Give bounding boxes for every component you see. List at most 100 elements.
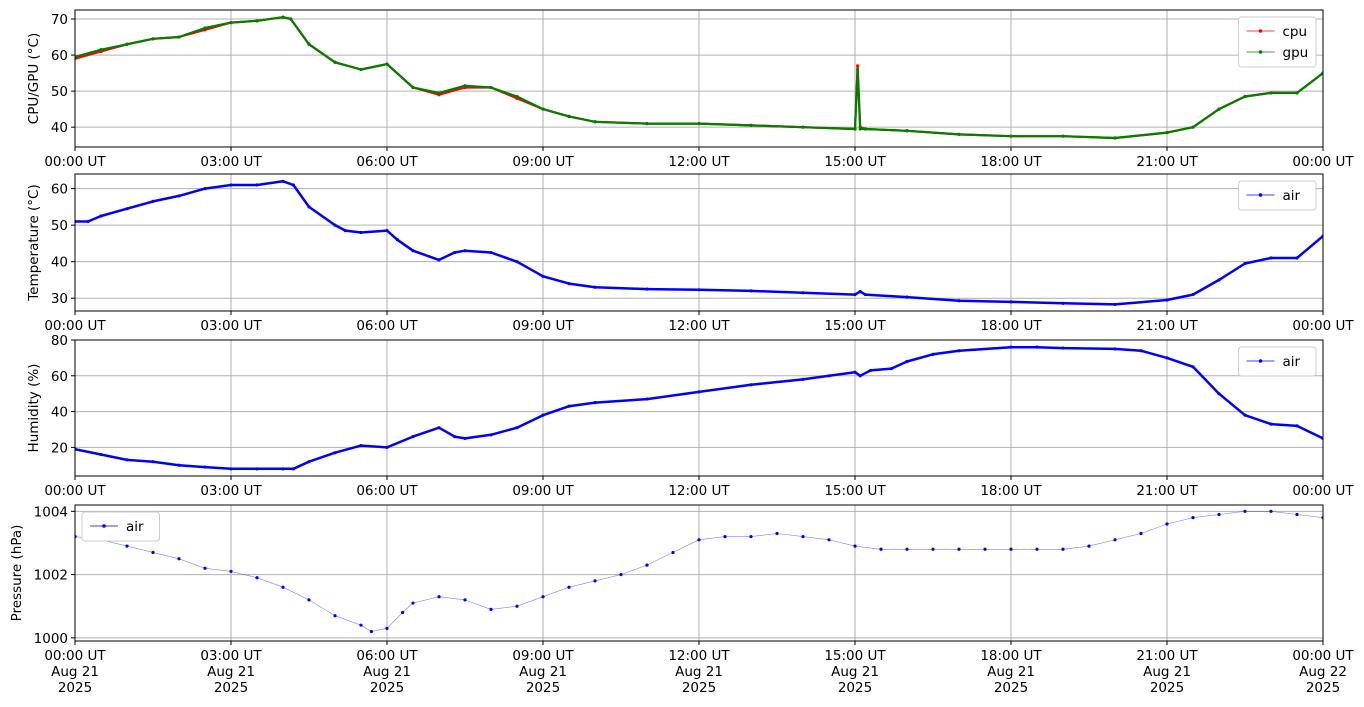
data-point [385,229,389,233]
data-point [1009,547,1013,551]
data-point [307,598,311,602]
data-point [1087,544,1091,548]
x-tick-label: 06:00 UT [356,154,418,170]
legend-frame [1238,346,1317,377]
data-point [1009,345,1013,349]
data-point [385,62,389,66]
data-point [567,282,571,286]
data-point [1269,256,1273,260]
x-tick-label: 18:00 UT [980,154,1042,170]
data-point [203,26,207,30]
data-point [983,547,987,551]
data-point [671,550,675,555]
data-point [291,467,295,471]
data-point [1243,509,1247,513]
data-point [827,374,831,378]
y-tick-label: 60 [51,48,68,64]
data-point [853,544,857,548]
data-point [863,292,868,297]
data-point [333,223,337,227]
data-point [385,445,389,449]
y-axis-label: Humidity (%) [26,364,42,453]
data-point [801,535,805,539]
data-point [541,107,545,111]
data-point [1139,531,1143,536]
data-point [749,289,753,293]
data-point [515,604,519,608]
data-point [255,576,259,580]
data-point [489,85,493,90]
x-tick-label: 15:00 UT [824,154,886,170]
data-point [1165,356,1169,360]
data-point [463,249,467,253]
data-point [749,535,753,539]
data-point [645,563,649,567]
data-point [515,94,519,99]
data-point [307,205,311,209]
data-point [863,127,868,131]
data-point [723,535,727,539]
data-point [229,569,233,574]
data-point [289,17,293,21]
data-point [203,566,207,570]
x-tick-label: 12:00 UT [668,483,730,499]
data-point [1139,349,1143,353]
y-tick-label: 1004 [34,504,68,520]
data-point [177,463,181,467]
data-point [369,629,373,634]
data-point [905,359,909,364]
y-axis-label: Temperature (°C) [26,184,42,302]
x-tick-label: 15:00 UT [824,483,886,499]
data-point [1009,300,1013,304]
data-point [411,85,415,90]
data-point [593,579,597,583]
y-tick-label: 1000 [34,631,68,647]
data-point [1061,301,1065,305]
y-tick-label: 30 [51,291,68,307]
data-point [86,219,90,224]
legend: air [81,511,160,542]
data-point [1295,512,1299,517]
data-point [593,120,597,124]
data-point [1243,261,1247,266]
legend-marker [1258,359,1263,363]
data-point [1269,91,1273,95]
series-group [75,179,1323,307]
legend-label: air [1283,354,1301,370]
legend-marker [102,524,106,528]
x-tick-label: 21:00 UT [1136,483,1198,499]
y-tick-label: 60 [51,182,68,198]
legend-label: gpu [1283,45,1309,61]
x-tick-label: 03:00 UT [200,154,262,170]
data-point [437,258,441,262]
data-point [697,288,701,292]
series-group [75,15,1323,140]
data-point [801,125,805,129]
data-point [801,377,805,381]
data-point [1217,278,1221,282]
legend-marker [1258,29,1263,33]
data-point [593,285,597,289]
y-tick-label: 80 [51,333,68,349]
data-point [1191,292,1195,297]
data-point [905,295,909,299]
x-tick-label: 15:00 UT Aug 21 2025 [824,648,886,696]
y-tick-label: 70 [51,12,68,28]
data-point [177,194,181,198]
data-point [856,64,860,68]
data-point [1295,91,1299,95]
x-tick-label: 12:00 UT [668,318,730,334]
data-point [645,287,649,291]
data-point [1009,134,1013,138]
data-point [281,15,285,19]
data-point [889,367,894,371]
data-point [453,250,457,255]
data-point [905,129,909,133]
data-point [697,390,701,394]
data-point [99,452,103,457]
data-point [1113,347,1117,351]
data-point [255,183,259,187]
panel-4: 00:00 UT Aug 21 2025 03:00 UT Aug 21 2025 06:0… [9,504,1354,696]
data-point [343,229,347,233]
